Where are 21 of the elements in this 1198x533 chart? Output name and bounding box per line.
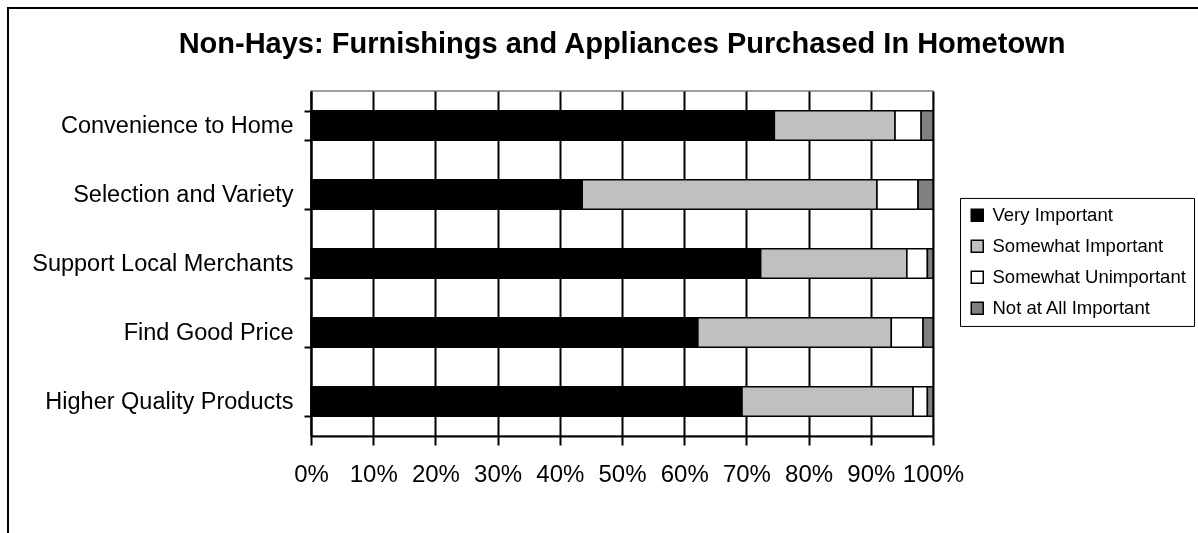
- chart-title: Non-Hays: Furnishings and Appliances Purchased In Hometown: [178, 27, 1066, 59]
- x-tick-label: 100%: [902, 459, 965, 487]
- x-tick-label: 30%: [474, 459, 523, 487]
- y-tick-label: Higher Quality Products: [45, 388, 294, 414]
- x-tick-label: 80%: [785, 459, 834, 487]
- legend-label: Very Important: [992, 204, 1113, 226]
- y-tick-label: Support Local Merchants: [32, 250, 294, 276]
- legend-label: Not at All Important: [992, 297, 1150, 319]
- y-tick-label: Find Good Price: [123, 319, 294, 345]
- x-tick-label: 90%: [847, 459, 896, 487]
- x-tick-label: 60%: [660, 459, 709, 487]
- legend-label: Somewhat Unimportant: [992, 266, 1186, 288]
- x-tick-label: 40%: [536, 459, 585, 487]
- x-tick-label: 50%: [598, 459, 647, 487]
- y-tick-label: Convenience to Home: [60, 112, 294, 138]
- y-tick-label: Selection and Variety: [73, 181, 294, 207]
- x-tick-label: 10%: [349, 459, 398, 487]
- x-tick-label: 0%: [294, 459, 329, 487]
- legend-label: Somewhat Important: [992, 235, 1164, 257]
- x-tick-label: 20%: [411, 459, 460, 487]
- x-tick-label: 70%: [722, 459, 771, 487]
